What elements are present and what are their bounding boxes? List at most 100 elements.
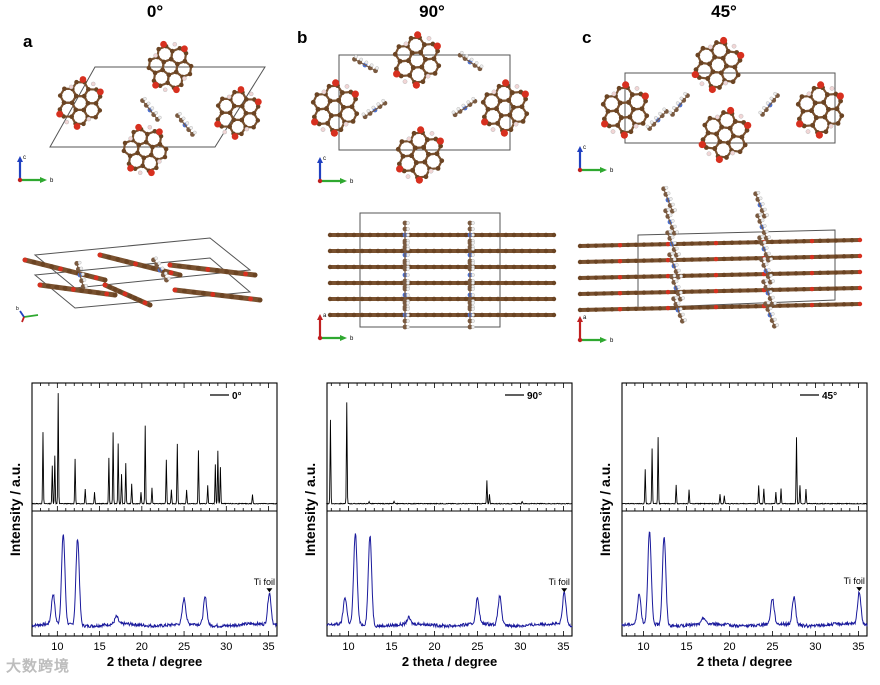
watermark-logo: 大数跨境 bbox=[6, 658, 71, 675]
plot-frame bbox=[31, 382, 278, 637]
solvent-a3 bbox=[667, 251, 683, 280]
legend-label: 90° bbox=[527, 391, 542, 402]
stack-layer-5 bbox=[577, 301, 863, 313]
crystal-structure-top-90 bbox=[310, 31, 530, 184]
solvent-b0 bbox=[753, 190, 769, 219]
molecule-2 bbox=[310, 79, 360, 137]
ti-foil-label: Ti foil bbox=[844, 576, 865, 586]
x-tick-label: 10 bbox=[637, 641, 649, 653]
xrd-chart-0: 10 15 20 25 30 35 0° Ti foil Intensity / a.u. 2 t… bbox=[7, 382, 278, 669]
plot-frame bbox=[326, 382, 573, 637]
solvent-a4 bbox=[402, 300, 410, 330]
unit-cell-outline bbox=[33, 257, 252, 309]
solvent-b5 bbox=[763, 300, 779, 329]
x-tick-label: 30 bbox=[514, 641, 526, 653]
solvent-a1 bbox=[663, 207, 679, 236]
ti-foil-marker bbox=[266, 588, 273, 593]
x-tick-label: 10 bbox=[342, 641, 354, 653]
crystal-structure-top-45 bbox=[600, 36, 845, 164]
solvent-b4 bbox=[467, 300, 475, 330]
solvent-a0 bbox=[661, 185, 677, 214]
x-tick-label: 20 bbox=[723, 641, 735, 653]
stack-layer-2 bbox=[327, 248, 557, 254]
axis-triad-side-45: ab bbox=[577, 315, 614, 344]
x-tick-label: 35 bbox=[852, 641, 864, 653]
unit-cell-outline bbox=[637, 229, 836, 309]
axis-triad-side-0: b bbox=[16, 306, 39, 323]
unit-cell-outline bbox=[49, 66, 266, 148]
simulated-pattern-line bbox=[621, 437, 867, 505]
plot-frame bbox=[621, 382, 868, 637]
molecule-3 bbox=[480, 79, 530, 137]
solvent-1 bbox=[140, 96, 162, 122]
panel-letter-c: c bbox=[582, 28, 592, 47]
x-tick-label: 30 bbox=[220, 641, 232, 653]
y-axis-label: Intensity / a.u. bbox=[597, 463, 613, 556]
x-axis-label: 2 theta / degree bbox=[402, 654, 497, 669]
legend-label: 45° bbox=[822, 391, 837, 402]
x-axis-label: 2 theta / degree bbox=[697, 654, 792, 669]
x-tick-label: 35 bbox=[557, 641, 569, 653]
solvent-a4 bbox=[669, 273, 685, 302]
experimental-pattern-line bbox=[31, 534, 278, 629]
x-tick-label: 10 bbox=[51, 641, 63, 653]
stack-layer-2 bbox=[577, 253, 863, 265]
stack-layer-4 bbox=[327, 280, 557, 286]
axis-triad-top-90: cb bbox=[317, 156, 354, 185]
unit-cell-outline bbox=[359, 212, 501, 328]
stack-layer-3 bbox=[327, 264, 557, 270]
solvent-b1 bbox=[755, 212, 771, 241]
x-tick-label: 35 bbox=[262, 641, 274, 653]
solvent-1 bbox=[645, 107, 669, 132]
axis-label: c bbox=[583, 145, 586, 151]
molecule-1 bbox=[392, 31, 442, 89]
x-tick-label: 30 bbox=[809, 641, 821, 653]
solvent-a5 bbox=[671, 295, 687, 324]
angle-label-45: 45° bbox=[711, 2, 737, 21]
solvent-b3 bbox=[759, 256, 775, 285]
solvent-a1 bbox=[402, 240, 410, 270]
axis-label: a bbox=[583, 315, 587, 321]
x-tick-label: 15 bbox=[93, 641, 105, 653]
ti-foil-label: Ti foil bbox=[549, 577, 570, 587]
unit-cell-outline bbox=[338, 54, 511, 151]
panel-letter-a: a bbox=[23, 32, 33, 51]
axis-label: b bbox=[610, 338, 614, 344]
ti-foil-marker bbox=[561, 588, 568, 593]
stack-layer-6 bbox=[102, 282, 153, 308]
legend-label: 0° bbox=[232, 391, 242, 402]
x-tick-label: 25 bbox=[178, 641, 190, 653]
solvent-1 bbox=[352, 54, 379, 74]
molecule-4 bbox=[214, 86, 262, 140]
ti-foil-label: Ti foil bbox=[254, 577, 275, 587]
axis-label: c bbox=[23, 155, 26, 161]
crystal-structure-side-0 bbox=[22, 237, 263, 309]
stack-layer-6 bbox=[327, 312, 557, 318]
y-axis-label: Intensity / a.u. bbox=[302, 463, 318, 556]
molecule-4 bbox=[698, 106, 752, 164]
molecule-4 bbox=[395, 126, 445, 184]
angle-label-0: 0° bbox=[146, 2, 164, 21]
molecule-1 bbox=[56, 76, 104, 130]
experimental-pattern-line bbox=[621, 531, 868, 630]
stack-layer-3 bbox=[97, 252, 183, 278]
x-tick-label: 25 bbox=[471, 641, 483, 653]
solvent-1 bbox=[74, 260, 88, 289]
y-axis-label: Intensity / a.u. bbox=[7, 463, 23, 556]
stack-layer-2 bbox=[37, 282, 118, 298]
axis-label: b bbox=[50, 178, 54, 184]
stack-layer-1 bbox=[22, 257, 108, 283]
simulated-pattern-line bbox=[325, 402, 572, 505]
molecule-2 bbox=[600, 81, 650, 139]
xrd-chart-90: 10 15 20 25 30 35 90° Ti foil Intensity / a.u. 2 … bbox=[302, 382, 573, 669]
axis-triad-side-90: ab bbox=[317, 313, 354, 342]
axis-label: b bbox=[350, 179, 354, 185]
panel-letter-b: b bbox=[297, 28, 308, 47]
molecule-1 bbox=[691, 36, 745, 94]
x-tick-label: 25 bbox=[766, 641, 778, 653]
axis-label: a bbox=[323, 313, 327, 319]
axis-label: b bbox=[350, 336, 354, 342]
ti-foil-marker bbox=[856, 587, 863, 592]
solvent-2 bbox=[668, 91, 690, 117]
axis-label: c bbox=[323, 156, 326, 162]
